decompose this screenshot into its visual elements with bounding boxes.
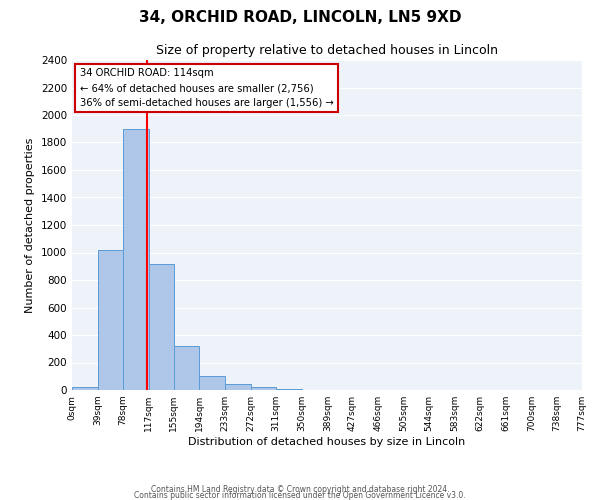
X-axis label: Distribution of detached houses by size in Lincoln: Distribution of detached houses by size … bbox=[188, 437, 466, 447]
Y-axis label: Number of detached properties: Number of detached properties bbox=[25, 138, 35, 312]
Bar bbox=[174, 346, 199, 390]
Bar bbox=[276, 388, 302, 390]
Bar bbox=[72, 387, 98, 390]
Bar bbox=[199, 376, 225, 390]
Bar bbox=[123, 128, 149, 390]
Bar bbox=[225, 384, 251, 390]
Bar bbox=[98, 250, 123, 390]
Text: 34 ORCHID ROAD: 114sqm
← 64% of detached houses are smaller (2,756)
36% of semi-: 34 ORCHID ROAD: 114sqm ← 64% of detached… bbox=[80, 68, 334, 108]
Bar bbox=[251, 386, 276, 390]
Text: 34, ORCHID ROAD, LINCOLN, LN5 9XD: 34, ORCHID ROAD, LINCOLN, LN5 9XD bbox=[139, 10, 461, 25]
Text: Contains public sector information licensed under the Open Government Licence v3: Contains public sector information licen… bbox=[134, 490, 466, 500]
Text: Contains HM Land Registry data © Crown copyright and database right 2024.: Contains HM Land Registry data © Crown c… bbox=[151, 484, 449, 494]
Bar bbox=[149, 264, 175, 390]
Title: Size of property relative to detached houses in Lincoln: Size of property relative to detached ho… bbox=[156, 44, 498, 58]
